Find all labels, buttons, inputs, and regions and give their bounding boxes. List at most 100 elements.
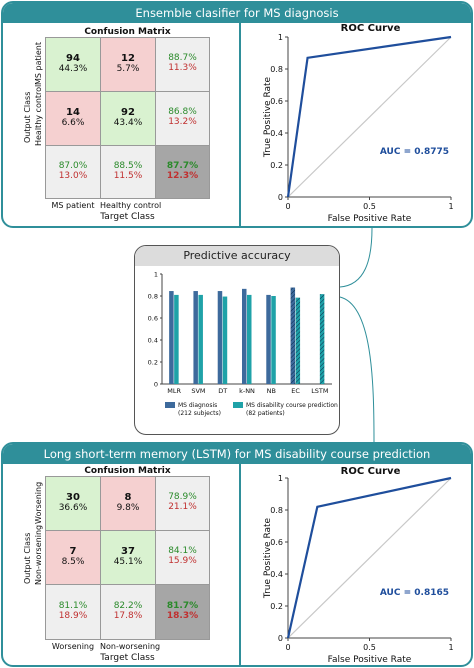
- roc-ylabel: True Positive Rate: [263, 517, 273, 599]
- roc-title: ROC Curve: [340, 23, 401, 34]
- cm-count: 92: [121, 107, 135, 118]
- cm-pct: 45.1%: [113, 557, 143, 567]
- cm-cell: 88.7% 11.3%: [155, 37, 210, 92]
- bar: [290, 287, 296, 384]
- cm-pct: 43.4%: [113, 118, 143, 128]
- y-tick-label: 0: [278, 193, 283, 202]
- cm-pct: 5.7%: [116, 64, 140, 74]
- x-tick-label: LSTM: [311, 387, 328, 395]
- legend-swatch: [233, 402, 243, 408]
- cm-cell: 78.9% 21.1%: [155, 476, 210, 531]
- cm-red: 17.8%: [113, 611, 143, 621]
- bar-chart: 0 0.2 0.4 0.6 0.8 1 MLR SVM DT k-NN NB EC LSTM MS dia…: [148, 271, 338, 418]
- x-tick-label: k-NN: [239, 387, 255, 395]
- cm-pct: 44.3%: [58, 64, 88, 74]
- cm-red: 21.1%: [168, 502, 197, 512]
- cm-red: 18.3%: [166, 611, 199, 621]
- y-tick-label: 0: [278, 634, 283, 643]
- x-tick-label: 0: [285, 643, 290, 652]
- legend-label: MS disability course prediction: [246, 402, 338, 409]
- middle-panel-title: Predictive accuracy: [135, 246, 339, 266]
- y-tick-label: 0.2: [270, 161, 283, 170]
- cm-green: 82.2%: [113, 601, 143, 611]
- y-tick-label: 1: [278, 33, 283, 42]
- cm-green: 86.8%: [168, 107, 197, 117]
- roc-diagonal: [287, 477, 452, 639]
- y-tick-label: 0: [154, 381, 158, 389]
- roc-chart: 0 0.2 0.4 0.6 0.8 1 0 0.5 1 False Positive Rate Tr…: [263, 474, 454, 665]
- roc-xlabel: False Positive Rate: [328, 214, 412, 224]
- cm-cell: 37 45.1%: [100, 530, 156, 585]
- cm-grid: 30 36.6% 8 9.8% 78.9% 21.1% 7 8.5% 37 45.1% 8…: [45, 476, 210, 640]
- cm-green: 84.1%: [168, 546, 197, 556]
- cm-count: 14: [66, 107, 80, 118]
- cm-xlabel: Target Class: [100, 653, 155, 663]
- y-tick-label: 0.6: [270, 97, 283, 106]
- cm-xlabel: Target Class: [100, 212, 155, 222]
- cm-cell: 92 43.4%: [100, 91, 156, 146]
- legend-swatch: [165, 402, 175, 408]
- bar: [271, 296, 276, 384]
- cm-count: 30: [66, 492, 80, 503]
- cm-grid: 94 44.3% 12 5.7% 88.7% 11.3% 14 6.6% 92 43.4%…: [45, 37, 210, 199]
- cm-cell: 88.5% 11.5%: [100, 145, 156, 199]
- legend-label: (212 subjects): [178, 410, 221, 417]
- cm-cell: 7 8.5%: [45, 530, 101, 585]
- y-tick-label: 0.8: [270, 65, 283, 74]
- cm-col-label-1: Non-worsening: [100, 642, 161, 651]
- cm-cell: 87.7% 12.3%: [155, 145, 210, 199]
- bar: [193, 291, 198, 384]
- connector-bottom: [339, 296, 375, 443]
- top-panel-title: Ensemble clasifier for MS diagnosis: [3, 3, 471, 23]
- cm-cell: 84.1% 15.9%: [155, 530, 210, 585]
- cm-cell: 82.2% 17.8%: [100, 584, 156, 640]
- cm-count: 37: [121, 546, 135, 557]
- cm-cell: 81.1% 18.9%: [45, 584, 101, 640]
- y-tick-label: 0.4: [270, 129, 283, 138]
- bar: [266, 294, 271, 384]
- cm-green: 88.7%: [168, 53, 197, 63]
- top-panel: Ensemble clasifier for MS diagnosis Conf…: [1, 1, 473, 228]
- cm-title: Confusion Matrix: [84, 466, 171, 476]
- top-panel-divider: [239, 23, 241, 226]
- cm-red: 12.3%: [166, 171, 199, 181]
- cm-pct: 8.5%: [61, 557, 85, 567]
- y-tick-label: 0.4: [148, 337, 158, 345]
- cm-count: 12: [121, 53, 135, 64]
- cm-count: 8: [124, 492, 132, 503]
- cm-red: 11.3%: [168, 63, 197, 73]
- x-tick-label: 0.5: [363, 202, 376, 211]
- cm-pct: 36.6%: [58, 503, 88, 513]
- x-tick-label: 1: [448, 643, 453, 652]
- bar: [242, 288, 247, 384]
- cm-red: 18.9%: [58, 611, 88, 621]
- x-tick-label: NB: [267, 387, 276, 395]
- cm-col-label-0: Worsening: [51, 642, 95, 651]
- roc-chart: 0 0.2 0.4 0.6 0.8 1 0 0.5 1 False Positive Rate Tr…: [263, 33, 454, 224]
- cm-green: 78.9%: [168, 492, 197, 502]
- cm-green: 87.7%: [166, 161, 199, 171]
- roc-diagonal: [287, 36, 452, 198]
- auc-annotation: AUC = 0.8165: [380, 588, 449, 598]
- cm-cell: 86.8% 13.2%: [155, 91, 210, 146]
- y-tick-label: 0.2: [148, 359, 158, 367]
- bar: [174, 294, 179, 384]
- cm-count: 94: [66, 53, 80, 64]
- y-tick-label: 0.8: [148, 293, 158, 301]
- cm-cell: 81.7% 18.3%: [155, 584, 210, 640]
- y-tick-label: 0.6: [148, 315, 158, 323]
- roc-xlabel: False Positive Rate: [328, 655, 412, 665]
- cm-green: 81.1%: [58, 601, 88, 611]
- y-tick-label: 0.4: [270, 570, 283, 579]
- x-tick-label: MLR: [167, 387, 181, 395]
- y-tick-label: 1: [278, 474, 283, 483]
- y-tick-label: 0.2: [270, 602, 283, 611]
- roc-curve: [286, 35, 452, 198]
- bar: [319, 294, 325, 384]
- roc-curve: [286, 476, 452, 639]
- cm-green: 88.5%: [113, 161, 143, 171]
- roc-ylabel: True Positive Rate: [263, 76, 273, 158]
- legend-label: (82 patients): [246, 410, 285, 417]
- cm-cell: 12 5.7%: [100, 37, 156, 92]
